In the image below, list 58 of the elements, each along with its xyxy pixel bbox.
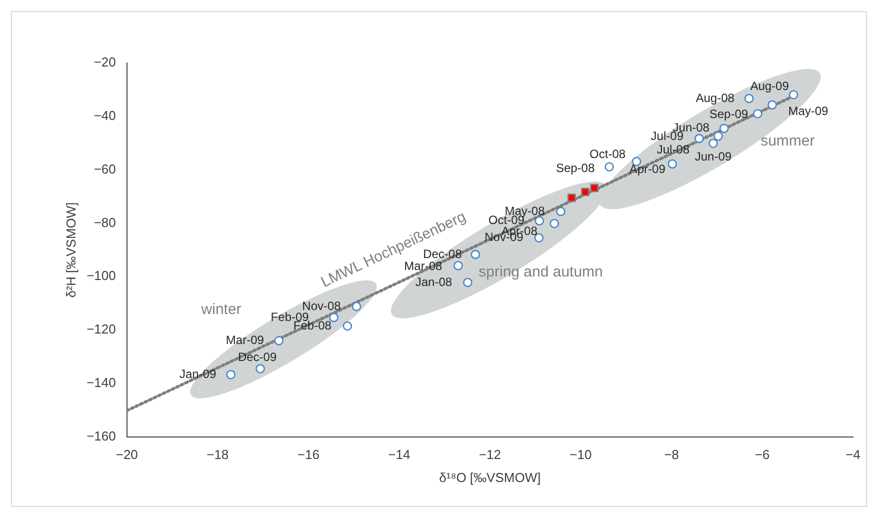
point [550, 218, 560, 228]
point [226, 370, 236, 380]
annotation: summer [760, 132, 815, 150]
point [567, 194, 576, 202]
x-tick-label: −12 [478, 447, 501, 462]
x-tick-label: −14 [388, 447, 410, 462]
x-tick-label: −6 [754, 447, 770, 462]
point [256, 364, 265, 374]
point [590, 184, 599, 192]
y-axis-title: δ²H [‰VSMOW] [63, 202, 78, 298]
x-tick-label: −18 [206, 447, 229, 462]
point [463, 278, 472, 288]
point [744, 94, 754, 104]
y-tick-label: −140 [86, 374, 116, 390]
annotation: Nov-08 [302, 298, 342, 313]
annotation: winter [200, 300, 242, 318]
annotation: Aug-09 [750, 79, 790, 94]
point [342, 321, 352, 331]
annotation: Mar-09 [226, 332, 264, 347]
y-tick-label: −80 [94, 214, 116, 230]
point [668, 159, 678, 169]
annotation: spring and autumn [478, 263, 603, 280]
annotation: Sep-09 [709, 107, 748, 122]
y-tick-label: −120 [86, 322, 116, 337]
y-tick-label: −160 [86, 428, 116, 444]
point [768, 100, 777, 110]
annotation: Aug-08 [696, 90, 735, 105]
point [714, 132, 723, 141]
annotation: Oct-08 [590, 146, 626, 161]
point [719, 124, 729, 134]
annotation: Apr-09 [629, 162, 666, 176]
point [274, 336, 284, 346]
annotation: Sep-08 [556, 161, 595, 176]
x-tick-label: −10 [570, 447, 592, 462]
point [708, 138, 718, 148]
point [329, 312, 338, 322]
point [604, 162, 614, 172]
point [470, 250, 480, 260]
annotation: Jan-08 [415, 274, 452, 289]
point [352, 302, 362, 312]
y-tick-label: −60 [94, 161, 116, 176]
annotation: Jun-09 [694, 150, 732, 164]
annotation: Jul-08 [656, 142, 690, 156]
y-tick-label: −100 [86, 268, 116, 284]
x-tick-label: −16 [297, 447, 320, 462]
y-tick-label: −40 [94, 108, 116, 123]
y-tick-label: −20 [94, 54, 116, 70]
point [556, 206, 566, 216]
point [788, 90, 798, 100]
x-tick-label: −4 [846, 447, 860, 462]
x-tick-label: −8 [664, 447, 679, 462]
x-tick-label: −20 [116, 447, 138, 462]
x-axis-title: δ¹⁸O [‰VSMOW] [439, 470, 541, 485]
annotation: May-09 [788, 104, 829, 118]
point [581, 188, 590, 196]
annotation: Dec-09 [238, 350, 277, 364]
point [694, 134, 704, 144]
point [753, 109, 762, 118]
